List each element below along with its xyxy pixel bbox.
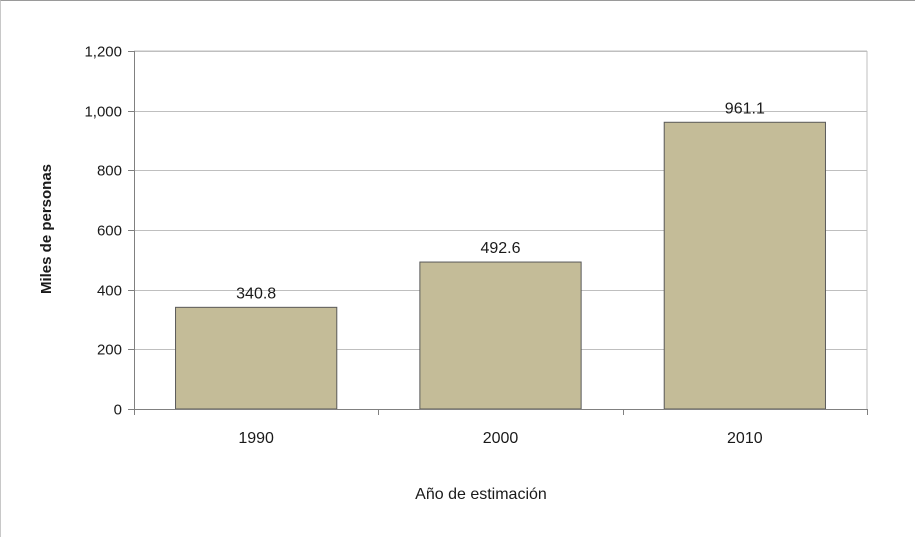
data-label-1990: 340.8 <box>236 285 276 302</box>
data-label-2010: 961.1 <box>725 100 765 117</box>
x-tick-label: 1990 <box>238 430 274 447</box>
y-tick-label: 200 <box>97 342 122 359</box>
x-tick-label: 2000 <box>483 430 519 447</box>
axes <box>128 51 868 415</box>
bars <box>175 121 826 410</box>
y-tick-label: 600 <box>97 223 122 240</box>
y-tick-label: 800 <box>97 163 122 180</box>
y-tick-label: 1,000 <box>84 104 122 121</box>
bar-2000 <box>419 261 582 410</box>
y-tick-label: 0 <box>114 402 122 419</box>
bar-2010 <box>663 121 826 410</box>
labels: 0 200 400 600 800 1,000 1,200 340.8 1990 492.6 200… <box>84 44 764 448</box>
y-tick-label: 1,200 <box>84 44 122 61</box>
y-tick-label: 400 <box>97 283 122 300</box>
bar-1990 <box>175 306 338 410</box>
y-axis-label: Miles de personas <box>38 164 55 294</box>
x-axis-label: Año de estimación <box>415 486 547 503</box>
data-label-2000: 492.6 <box>480 240 520 257</box>
x-tick-label: 2010 <box>727 430 763 447</box>
